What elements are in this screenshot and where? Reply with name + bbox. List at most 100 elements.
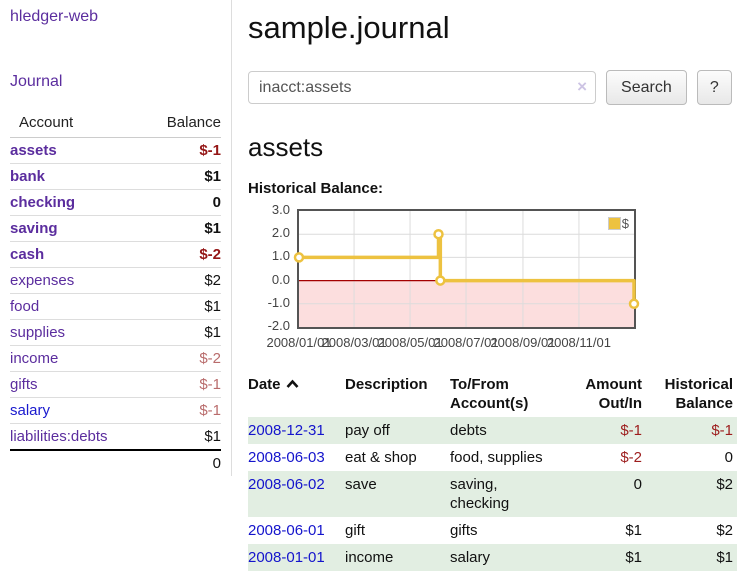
register-header-row: Date Description To/From Account(s) Amou… bbox=[248, 373, 737, 417]
y-tick-label: 0.0 bbox=[271, 271, 290, 287]
account-balance: 0 bbox=[145, 189, 221, 216]
balance-chart: $ 3.0 2.0 1.0 0.0 -1.0 -2.0 2008/01/01 2008/03/… bbox=[248, 202, 742, 357]
account-row: saving $1 bbox=[10, 215, 221, 242]
register-balance: $-1 bbox=[711, 422, 733, 439]
account-row: liabilities:debts $1 bbox=[10, 424, 221, 451]
x-tick-label: 2008/05/01 bbox=[377, 335, 443, 350]
search-input[interactable] bbox=[248, 71, 597, 104]
account-balance: $1 bbox=[145, 293, 221, 320]
y-tick-label: 3.0 bbox=[271, 202, 290, 217]
date-link[interactable]: 2008-12-31 bbox=[248, 422, 325, 439]
chart-plot-area: $ bbox=[293, 209, 640, 329]
account-row: assets $-1 bbox=[10, 137, 221, 164]
accounts-header-account: Account bbox=[10, 112, 146, 138]
sidebar: hledger-web Journal Account Balance asse… bbox=[0, 0, 232, 476]
search-button[interactable]: Search bbox=[606, 70, 687, 105]
x-tick-label: 2008/01/01 bbox=[266, 335, 332, 350]
register-balance: $2 bbox=[716, 476, 733, 493]
chart-canvas bbox=[293, 211, 640, 327]
column-header-account: To/From Account(s) bbox=[450, 376, 529, 412]
accounts-total: 0 bbox=[10, 449, 221, 476]
account-link-expenses[interactable]: expenses bbox=[10, 272, 75, 289]
y-tick-label: 2.0 bbox=[271, 225, 290, 241]
account-balance: $-1 bbox=[145, 371, 221, 398]
date-link[interactable]: 2008-06-03 bbox=[248, 449, 325, 466]
account-link-cash[interactable]: cash bbox=[10, 246, 45, 263]
column-header-balance: Historical Balance bbox=[664, 376, 733, 412]
account-balance: $1 bbox=[145, 319, 221, 346]
clear-search-icon[interactable]: × bbox=[577, 77, 588, 96]
account-link-bank[interactable]: bank bbox=[10, 168, 46, 185]
account-link-supplies[interactable]: supplies bbox=[10, 324, 66, 341]
register-accounts: food, supplies bbox=[450, 449, 543, 466]
date-link[interactable]: 2008-06-01 bbox=[248, 522, 325, 539]
y-tick-label: -1.0 bbox=[267, 294, 290, 310]
account-balance: $-1 bbox=[145, 397, 221, 424]
register-description: save bbox=[345, 476, 377, 493]
account-row: supplies $1 bbox=[10, 319, 221, 346]
account-row: food $1 bbox=[10, 293, 221, 320]
page-title: sample.journal bbox=[248, 10, 450, 45]
x-tick-label: 2008/07/01 bbox=[433, 335, 499, 350]
account-balance: $-1 bbox=[145, 137, 221, 164]
register-row: 2008-06-01 gift gifts $1 $2 bbox=[248, 517, 737, 544]
register-description: eat & shop bbox=[345, 449, 417, 466]
register-accounts: debts bbox=[450, 422, 487, 439]
register-row: 2008-06-02 save saving, checking 0 $2 bbox=[248, 471, 737, 517]
register-description: pay off bbox=[345, 422, 390, 439]
register-amount: $1 bbox=[625, 549, 642, 566]
y-tick-label: -2.0 bbox=[267, 318, 290, 333]
register-description: income bbox=[345, 549, 394, 566]
account-balance: $-2 bbox=[145, 345, 221, 372]
account-balance: $1 bbox=[145, 163, 221, 190]
register-amount: 0 bbox=[633, 476, 642, 493]
register-accounts: salary bbox=[450, 549, 491, 566]
account-balance: $1 bbox=[204, 428, 221, 445]
date-link[interactable]: 2008-06-02 bbox=[248, 476, 325, 493]
account-link-saving[interactable]: saving bbox=[10, 220, 58, 237]
account-heading: assets bbox=[248, 132, 324, 162]
account-link-salary[interactable]: salary bbox=[10, 402, 51, 419]
x-tick-label: 2008/09/01 bbox=[490, 335, 556, 350]
register-row: 2008-01-01 income salary $1 $1 bbox=[248, 544, 737, 571]
chart-title: Historical Balance: bbox=[248, 180, 384, 197]
account-link-food[interactable]: food bbox=[10, 298, 40, 315]
account-row: expenses $2 bbox=[10, 267, 221, 294]
account-link-assets[interactable]: assets bbox=[10, 142, 57, 159]
account-balance: $1 bbox=[145, 215, 221, 242]
app-title-link[interactable]: hledger-web bbox=[10, 8, 99, 25]
column-header-amount: Amount Out/In bbox=[585, 376, 642, 412]
sort-ascending-icon bbox=[286, 379, 298, 388]
date-link[interactable]: 2008-01-01 bbox=[248, 549, 325, 566]
column-header-date[interactable]: Date bbox=[248, 376, 299, 393]
register-amount: $1 bbox=[625, 522, 642, 539]
x-tick-label: 2008/11/01 bbox=[546, 335, 611, 350]
register-accounts: gifts bbox=[450, 522, 478, 539]
legend-label: $ bbox=[621, 216, 629, 231]
accounts-table: Account Balance assets $-1 bank $1 check… bbox=[10, 112, 221, 476]
account-link-gifts[interactable]: gifts bbox=[10, 376, 38, 393]
register-balance: $2 bbox=[716, 522, 733, 539]
register-description: gift bbox=[345, 522, 366, 539]
help-button[interactable]: ? bbox=[696, 70, 732, 105]
account-row: bank $1 bbox=[10, 163, 221, 190]
register-row: 2008-06-03 eat & shop food, supplies $-2… bbox=[248, 444, 737, 471]
accounts-header-balance: Balance bbox=[145, 112, 221, 138]
account-row: salary $-1 bbox=[10, 397, 221, 424]
account-link-checking[interactable]: checking bbox=[10, 194, 76, 211]
main-content: sample.journal × Search ? assets Histori… bbox=[248, 0, 742, 571]
legend-swatch-icon bbox=[607, 217, 621, 230]
account-link-liabilities-debts[interactable]: liabilities:debts bbox=[10, 428, 108, 445]
account-row: cash $-2 bbox=[10, 241, 221, 268]
journal-nav-link[interactable]: Journal bbox=[10, 73, 63, 90]
column-header-description: Description bbox=[345, 376, 428, 393]
register-row: 2008-12-31 pay off debts $-1 $-1 bbox=[248, 417, 737, 444]
register-amount: $-1 bbox=[620, 422, 642, 439]
register-amount: $-2 bbox=[620, 449, 642, 466]
account-row: checking 0 bbox=[10, 189, 221, 216]
y-tick-label: 1.0 bbox=[271, 248, 290, 264]
account-row: income $-2 bbox=[10, 345, 221, 372]
x-tick-label: 2008/03/01 bbox=[321, 335, 387, 350]
search-bar: × Search ? bbox=[248, 70, 742, 105]
account-link-income[interactable]: income bbox=[10, 350, 59, 367]
